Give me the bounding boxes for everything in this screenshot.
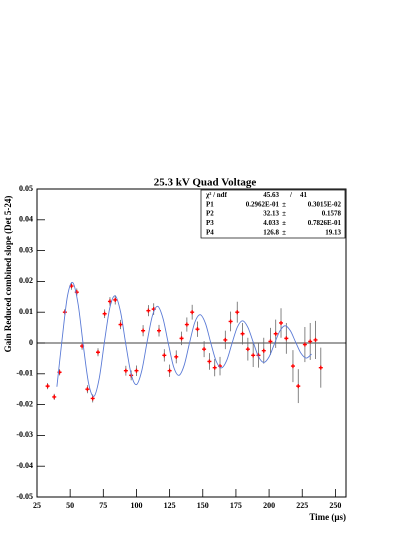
data-point <box>162 353 167 358</box>
x-tick-label: 100 <box>130 501 142 510</box>
stats-error: 0.1578 <box>322 210 342 218</box>
data-point <box>96 350 101 355</box>
data-point <box>52 394 57 399</box>
data-point <box>113 297 118 302</box>
data-point <box>313 337 318 342</box>
x-tick-label: 250 <box>329 501 341 510</box>
data-point <box>202 347 207 352</box>
y-axis-label: Gain Reduced combined slope (Det 5-24) <box>3 196 13 353</box>
data-point <box>261 348 266 353</box>
data-point <box>223 337 228 342</box>
data-point <box>85 387 90 392</box>
stats-value: 32.13 <box>263 210 279 218</box>
data-point <box>157 328 162 333</box>
y-tick-label: 0 <box>29 338 33 347</box>
data-point <box>251 353 256 358</box>
data-point <box>240 331 245 336</box>
data-point <box>134 368 139 373</box>
stats-value: 0.2962E-01 <box>246 200 280 208</box>
x-tick-label: 75 <box>99 501 107 510</box>
x-tick-label: 175 <box>230 501 242 510</box>
x-tick-label: 125 <box>164 501 176 510</box>
stats-value: 4.033 <box>263 219 279 227</box>
stats-separator: / <box>289 191 293 199</box>
data-point <box>190 310 195 315</box>
x-tick-label: 25 <box>33 501 41 510</box>
x-tick-label: 225 <box>296 501 308 510</box>
data-point <box>102 311 107 316</box>
data-point <box>245 347 250 352</box>
data-point <box>273 331 278 336</box>
y-tick-label: -0.04 <box>16 461 33 470</box>
stats-label: χ² / ndf <box>205 191 228 199</box>
data-point <box>212 365 217 370</box>
stats-error: 41 <box>300 191 308 199</box>
data-point <box>302 342 307 347</box>
stats-label: P3 <box>206 219 214 227</box>
data-point <box>146 308 151 313</box>
x-axis-label: Time (μs) <box>309 512 346 522</box>
y-tick-label: 0.05 <box>19 184 33 193</box>
stats-label: P4 <box>206 228 214 236</box>
stats-separator: ± <box>282 200 286 208</box>
stats-value: 126.8 <box>263 228 279 236</box>
data-point <box>228 319 233 324</box>
data-point <box>318 365 323 370</box>
x-tick-label: 200 <box>263 501 275 510</box>
data-point <box>118 322 123 327</box>
data-point <box>296 384 301 389</box>
data-point <box>174 354 179 359</box>
data-point <box>284 336 289 341</box>
stats-value: 45.63 <box>263 191 279 199</box>
x-tick-label: 50 <box>66 501 74 510</box>
y-tick-label: -0.05 <box>16 492 33 501</box>
y-tick-label: 0.03 <box>19 245 33 254</box>
data-point <box>308 339 313 344</box>
data-point <box>290 364 295 369</box>
data-point <box>141 328 146 333</box>
stats-label: P2 <box>206 210 214 218</box>
data-point <box>235 310 240 315</box>
y-tick-label: 0.04 <box>19 215 33 224</box>
y-tick-label: -0.01 <box>16 369 33 378</box>
data-point <box>90 396 95 401</box>
x-tick-label: 150 <box>197 501 209 510</box>
y-tick-label: -0.02 <box>16 399 33 408</box>
stats-error: 0.3015E-02 <box>308 200 342 208</box>
y-tick-label: -0.03 <box>16 430 33 439</box>
stats-separator: ± <box>282 228 286 236</box>
chart-title: 25.3 kV Quad Voltage <box>154 177 257 189</box>
fit-curve <box>56 281 312 397</box>
stats-error: 19.13 <box>325 228 341 236</box>
data-point <box>207 359 212 364</box>
data-point <box>123 368 128 373</box>
data-point <box>45 384 50 389</box>
y-tick-label: 0.01 <box>19 307 33 316</box>
y-tick-label: 0.02 <box>19 276 33 285</box>
data-point <box>184 322 189 327</box>
data-point <box>167 368 172 373</box>
stats-separator: ± <box>282 210 286 218</box>
data-point <box>195 327 200 332</box>
data-point <box>279 320 284 325</box>
stats-box <box>200 189 346 239</box>
stats-separator: ± <box>282 219 286 227</box>
data-point <box>268 339 273 344</box>
stats-error: 0.7826E-01 <box>308 219 342 227</box>
data-point <box>179 336 184 341</box>
stats-label: P1 <box>206 200 214 208</box>
